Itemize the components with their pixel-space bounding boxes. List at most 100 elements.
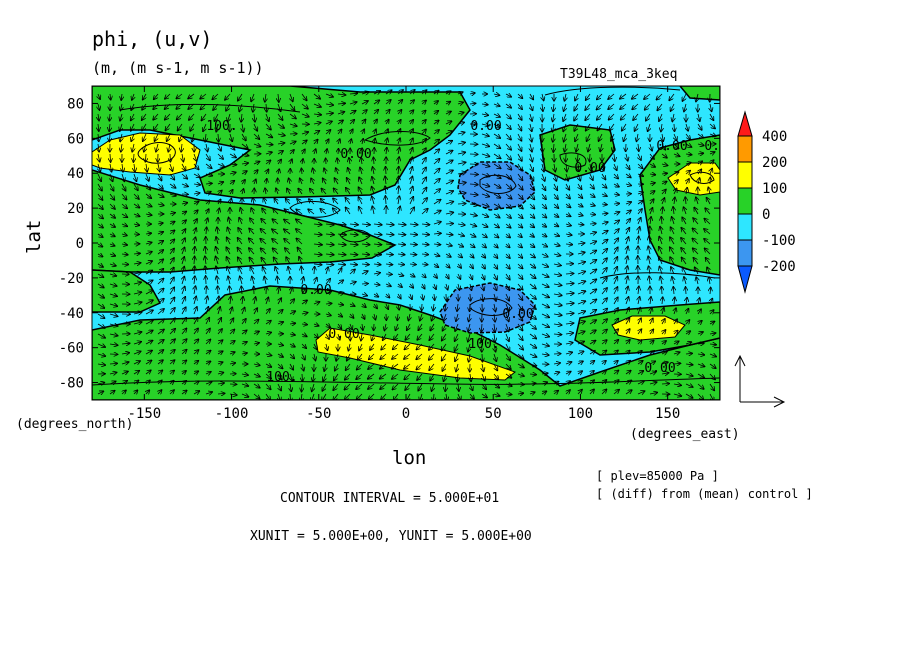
wind-arrow — [410, 110, 414, 114]
wind-arrow — [493, 224, 499, 228]
wind-arrow — [530, 143, 532, 152]
wind-arrow — [145, 233, 151, 234]
wind-arrow — [122, 183, 126, 191]
wind-arrow — [601, 213, 608, 214]
wind-arrow — [542, 163, 544, 172]
wind-arrow — [421, 90, 427, 94]
wind-arrow — [361, 92, 369, 94]
wind-arrow — [134, 173, 137, 181]
wind-arrow — [398, 186, 399, 195]
wind-arrow — [433, 200, 441, 205]
wind-arrow — [410, 157, 413, 165]
wind-arrow — [422, 111, 426, 115]
wind-arrow — [541, 244, 547, 247]
contour-field: 100. 0.000.000.000.000.000.00100.100.0.00… — [92, 86, 720, 400]
wind-arrow — [577, 153, 578, 162]
wind-arrow — [517, 213, 523, 218]
wind-arrow — [686, 188, 687, 195]
wind-arrow — [133, 204, 140, 208]
wind-arrow — [433, 130, 439, 135]
se-high — [611, 315, 686, 341]
wind-arrow — [410, 148, 413, 155]
y-tick-label: 60 — [67, 131, 84, 147]
wind-arrow — [313, 224, 322, 225]
wind-arrow — [505, 143, 511, 150]
wind-arrow — [422, 100, 426, 104]
wind-arrow — [194, 237, 196, 245]
wind-arrow — [505, 394, 512, 395]
wind-arrow — [157, 232, 163, 234]
wind-arrow — [553, 143, 554, 152]
wind-arrow — [333, 208, 339, 215]
wind-arrow — [481, 184, 490, 187]
wind-arrow — [577, 204, 583, 207]
wind-arrow — [457, 102, 463, 104]
wind-arrow — [469, 224, 476, 226]
wind-arrow — [589, 204, 595, 206]
y-tick-label: -40 — [59, 306, 84, 322]
wind-arrow — [565, 234, 572, 235]
wind-arrow — [684, 103, 686, 112]
wind-arrow — [192, 133, 194, 142]
wind-arrow — [469, 204, 477, 205]
wind-arrow — [457, 224, 465, 225]
reference-vector — [734, 354, 786, 408]
wind-arrow — [469, 93, 475, 94]
x-tick-label: 150 — [655, 406, 680, 422]
wind-arrow — [638, 209, 642, 215]
wind-arrow — [469, 244, 475, 247]
wind-arrow — [638, 153, 641, 160]
wind-arrow — [505, 153, 511, 160]
wind-arrow — [290, 93, 293, 101]
wind-arrow — [553, 204, 558, 208]
x-unit-label: (degrees_east) — [630, 427, 740, 442]
contour-interval: CONTOUR INTERVAL = 5.000E+01 — [280, 491, 499, 506]
wind-arrow — [121, 203, 127, 208]
wind-arrow — [482, 244, 486, 248]
wind-arrow — [398, 206, 400, 215]
wind-arrow — [325, 104, 333, 105]
wind-arrow — [625, 202, 631, 204]
wind-arrow — [290, 150, 294, 154]
wind-arrow — [314, 140, 318, 145]
wind-arrow — [205, 247, 206, 255]
wind-arrow — [250, 218, 255, 225]
wind-arrow — [529, 183, 534, 190]
wind-arrow — [650, 217, 651, 225]
wind-arrow — [704, 229, 711, 235]
wind-arrow — [638, 236, 639, 245]
wind-arrow — [686, 287, 687, 295]
wind-arrow — [625, 210, 631, 214]
wind-arrow — [320, 209, 327, 215]
wind-arrow — [530, 173, 534, 181]
wind-arrow — [410, 187, 413, 195]
wind-arrow — [673, 143, 679, 149]
contour-label: 100. — [206, 119, 237, 134]
wind-arrow — [589, 232, 596, 234]
wind-arrow — [289, 103, 295, 110]
wind-arrow — [266, 103, 267, 112]
wind-arrow — [230, 181, 234, 184]
wind-arrow — [349, 111, 356, 114]
wind-arrow — [445, 191, 453, 194]
wind-arrow — [254, 113, 255, 122]
wind-arrow — [372, 187, 374, 195]
wind-arrow — [505, 224, 511, 228]
contour-label: 0.00 — [470, 119, 501, 134]
wind-arrow — [131, 103, 134, 110]
wind-arrow — [575, 133, 578, 141]
y-tick-label: -80 — [59, 376, 84, 392]
wind-arrow — [433, 149, 439, 155]
wind-arrow — [662, 198, 665, 205]
wind-arrow — [601, 231, 608, 234]
wind-arrow — [644, 93, 651, 99]
wind-arrow — [289, 141, 296, 144]
wind-arrow — [608, 93, 615, 99]
wind-arrow — [230, 199, 231, 205]
wind-arrow — [481, 134, 489, 136]
wind-arrow — [109, 123, 110, 131]
wind-arrow — [374, 129, 376, 135]
wind-arrow — [649, 191, 655, 194]
wind-arrow — [386, 110, 390, 115]
wind-arrow — [120, 133, 122, 142]
